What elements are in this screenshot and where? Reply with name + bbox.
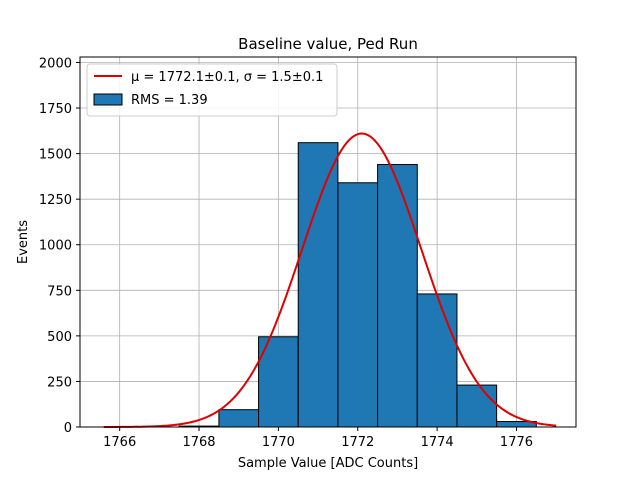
legend-box bbox=[86, 63, 338, 117]
y-tick-label-0: 0 bbox=[64, 421, 72, 436]
y-tick-label-7: 1750 bbox=[39, 102, 72, 117]
x-tick-label-3: 1772 bbox=[341, 435, 374, 450]
chart-title: Baseline value, Ped Run bbox=[238, 35, 418, 53]
plot-frame bbox=[79, 56, 577, 428]
legend: μ = 1772.1±0.1, σ = 1.5±0.1 RMS = 1.39 bbox=[86, 63, 338, 117]
y-tick-label-5: 1250 bbox=[39, 193, 72, 208]
y-axis-ticks: 0 250 500 750 1000 1250 1500 1750 2000 bbox=[39, 56, 80, 436]
histogram-bar-9 bbox=[456, 384, 498, 428]
x-tick-label-1: 1768 bbox=[182, 435, 215, 450]
y-axis-label: Events bbox=[16, 220, 31, 264]
legend-histogram-label: RMS = 1.39 bbox=[131, 93, 208, 108]
fit-curve-group bbox=[103, 132, 557, 428]
histogram-bars bbox=[178, 142, 537, 428]
legend-histogram-swatch bbox=[93, 93, 123, 106]
y-tick-label-2: 500 bbox=[47, 330, 72, 345]
legend-fit-label: μ = 1772.1±0.1, σ = 1.5±0.1 bbox=[131, 70, 323, 85]
y-tick-label-8: 2000 bbox=[39, 56, 72, 71]
x-tick-label-4: 1774 bbox=[421, 435, 454, 450]
x-tick-label-2: 1770 bbox=[262, 435, 295, 450]
y-tick-label-4: 1000 bbox=[39, 239, 72, 254]
y-tick-label-3: 750 bbox=[47, 284, 72, 299]
y-tick-label-1: 250 bbox=[47, 375, 72, 390]
x-axis-label: Sample Value [ADC Counts] bbox=[238, 456, 418, 471]
histogram-bar-8 bbox=[416, 293, 458, 428]
histogram-bar-3 bbox=[218, 409, 260, 428]
x-tick-label-0: 1766 bbox=[103, 435, 136, 450]
y-tick-label-6: 1500 bbox=[39, 148, 72, 163]
fit-curve bbox=[103, 132, 557, 428]
histogram-bar-7 bbox=[377, 164, 418, 428]
x-axis-ticks: 1766 1768 1770 1772 1774 1776 bbox=[103, 427, 533, 450]
histogram-bar-6 bbox=[337, 182, 379, 428]
histogram-bar-5 bbox=[297, 142, 339, 428]
x-tick-label-5: 1776 bbox=[500, 435, 533, 450]
